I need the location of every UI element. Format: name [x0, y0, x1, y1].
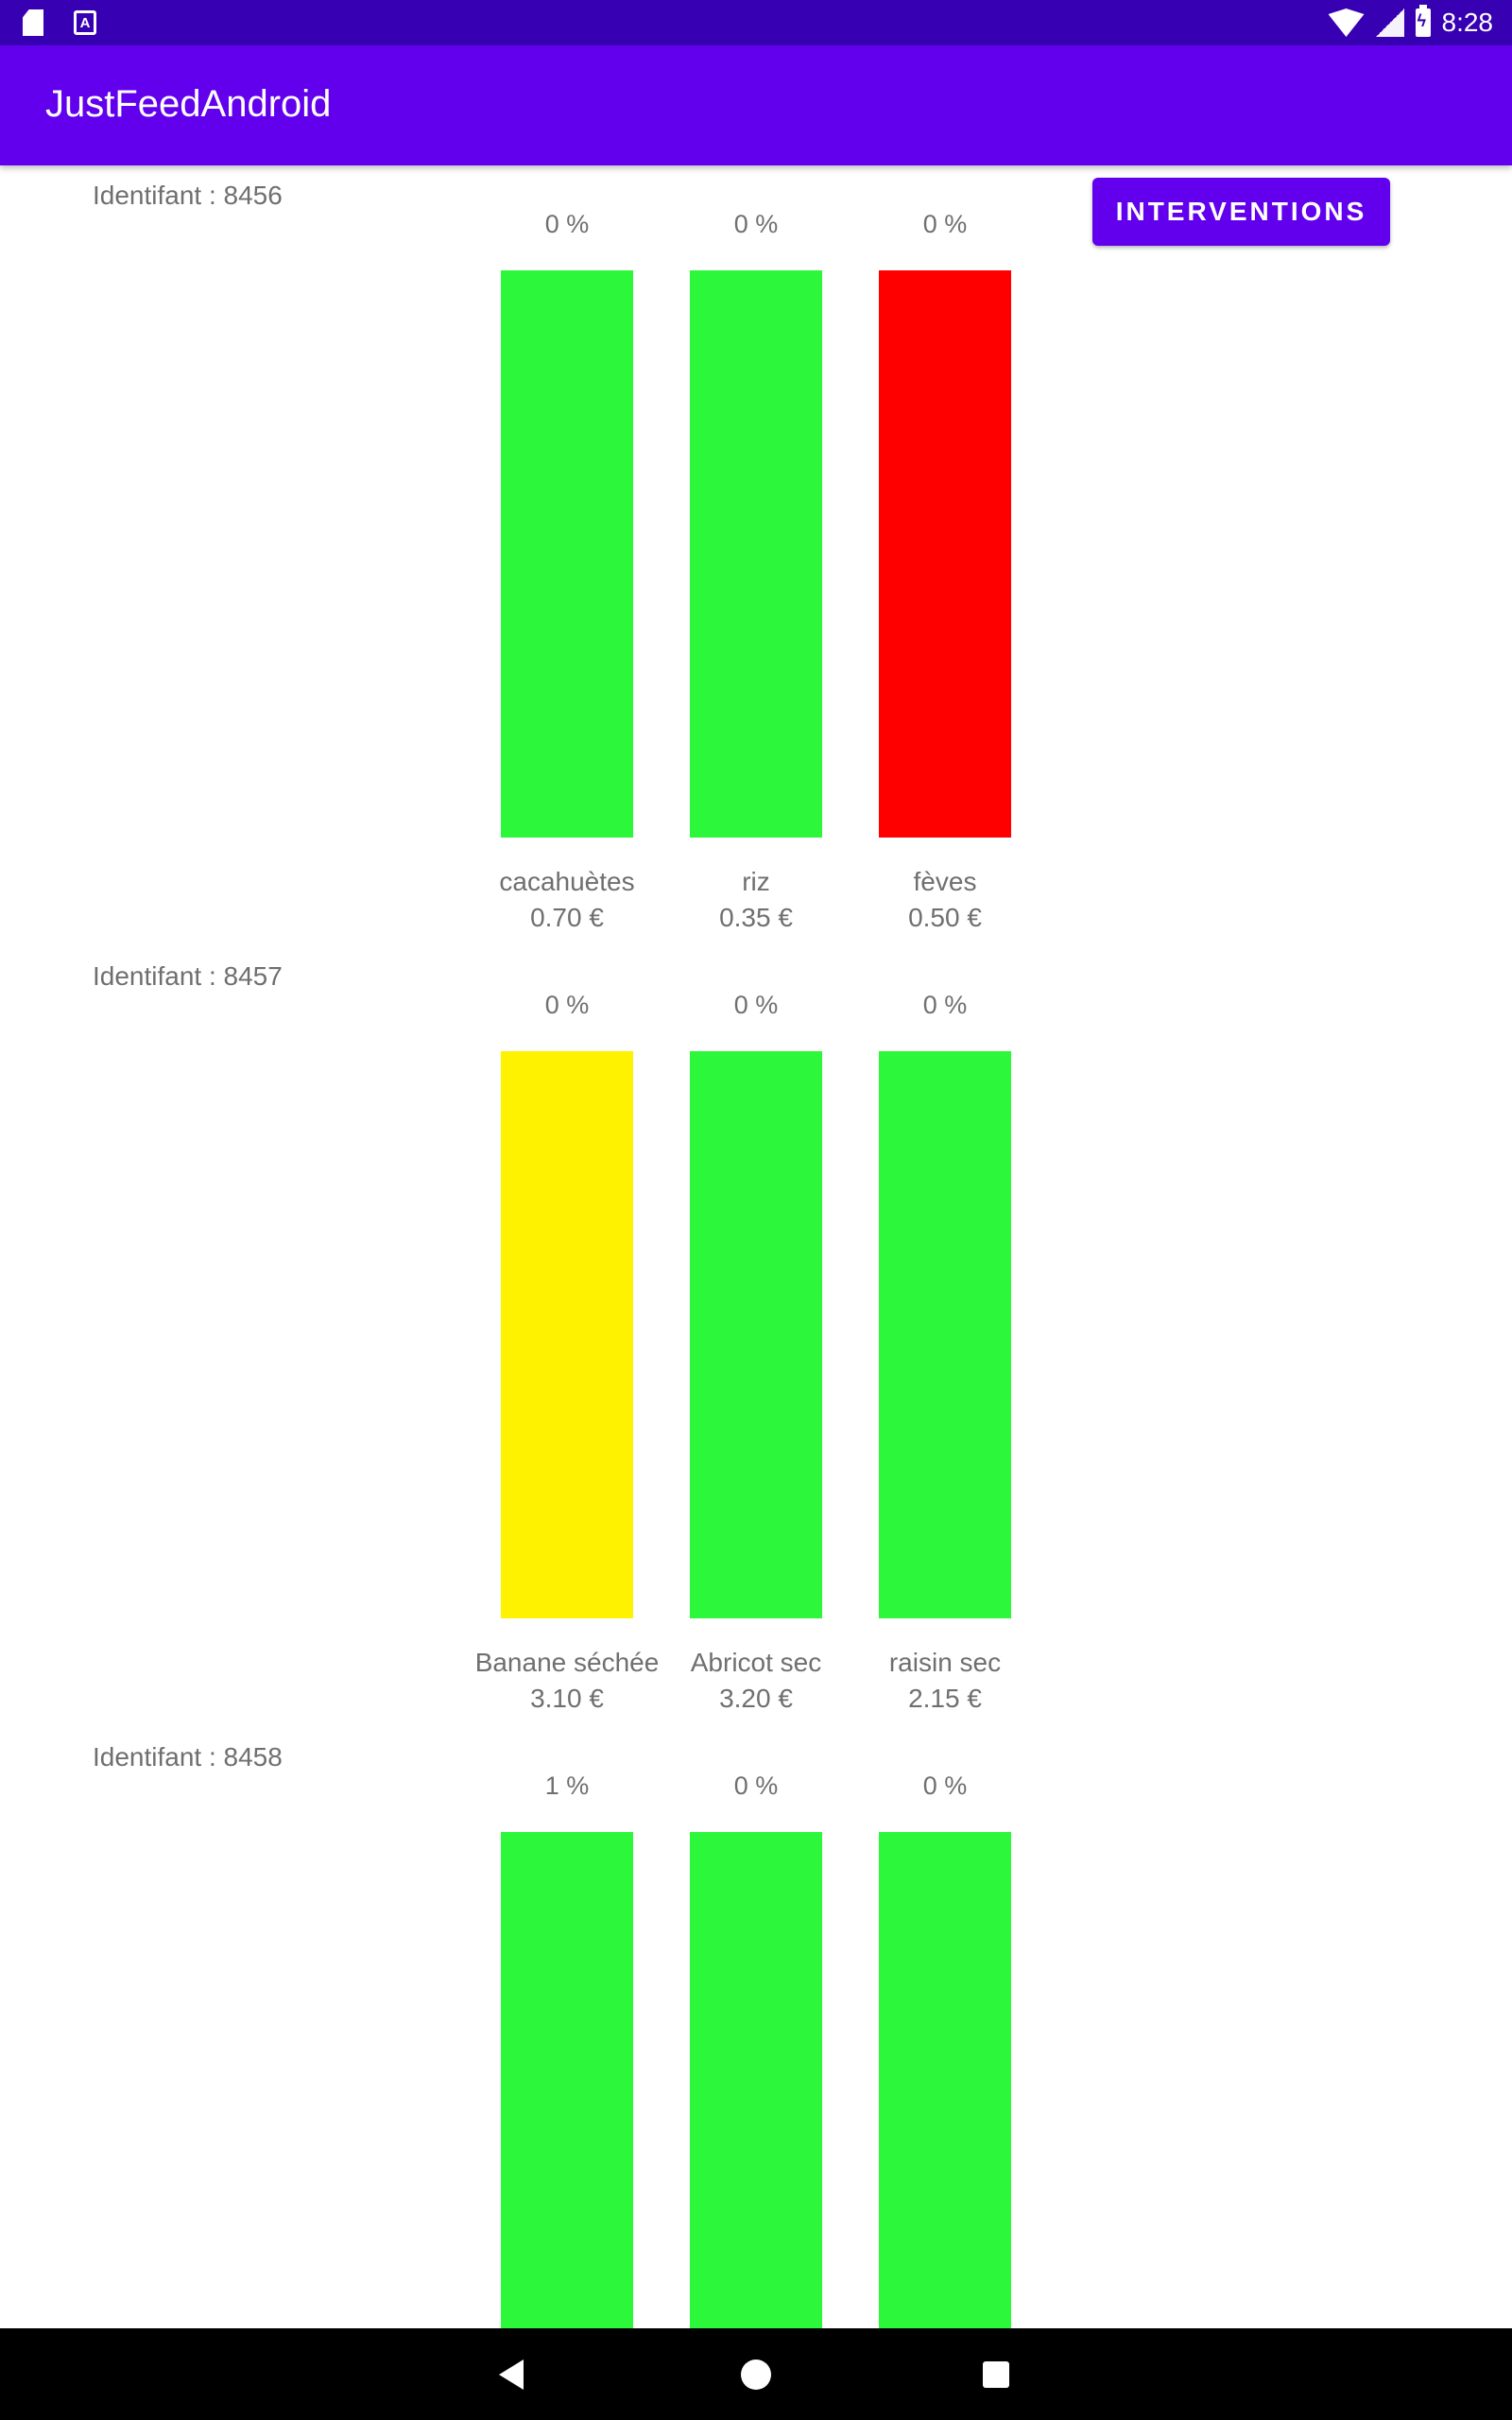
wifi-icon: [1328, 9, 1365, 37]
item-price: 2.15 €: [908, 1684, 982, 1713]
item-name: raisin sec: [888, 1648, 1002, 1677]
app-bar: JustFeedAndroid: [0, 45, 1512, 165]
item-price: 0.35 €: [719, 903, 793, 932]
battery-charging-icon: [1415, 5, 1431, 37]
status-bar: A 8:28: [0, 0, 1512, 45]
recents-square-icon[interactable]: [983, 2361, 1009, 2388]
item-level-bar: [501, 1832, 633, 2328]
home-circle-icon[interactable]: [741, 2360, 771, 2390]
item-percent: 0 %: [733, 1772, 779, 1800]
cell-signal-icon: [1375, 9, 1404, 37]
product-identifiant: Identifant : 8457: [93, 961, 283, 991]
item-level-bar: [501, 1051, 633, 1618]
item-name: Abricot sec: [690, 1648, 822, 1677]
item-percent: 0 %: [922, 210, 968, 238]
product-identifiant: Identifant : 8458: [93, 1742, 283, 1772]
app-title: JustFeedAndroid: [45, 83, 332, 125]
clock: 8:28: [1441, 8, 1494, 37]
item-name: fèves: [913, 867, 977, 896]
item-price: 3.10 €: [530, 1684, 604, 1713]
interventions-button[interactable]: INTERVENTIONS: [1092, 178, 1390, 246]
back-triangle-icon[interactable]: [499, 2360, 524, 2390]
item-level-bar: [879, 1832, 1011, 2328]
item-percent: 0 %: [922, 991, 968, 1019]
item-percent: 0 %: [544, 991, 590, 1019]
item-level-bar: [501, 270, 633, 838]
item-level-bar: [879, 270, 1011, 838]
product-card: Identifant : 8458 1 % 0 % 0 %: [0, 1727, 1512, 2328]
product-list[interactable]: Identifant : 8456 0 % cacahuètes 0.70 € …: [0, 165, 1512, 2328]
item-price: 3.20 €: [719, 1684, 793, 1713]
item-level-bar: [690, 270, 822, 838]
product-card: Identifant : 8457 0 % Banane séchée 3.10…: [0, 946, 1512, 1727]
status-notifications: A: [23, 9, 96, 36]
item-price: 0.70 €: [530, 903, 604, 932]
item-percent: 0 %: [733, 210, 779, 238]
status-system-icons: 8:28: [1328, 5, 1494, 40]
item-percent: 1 %: [544, 1772, 590, 1800]
item-percent: 0 %: [733, 991, 779, 1019]
item-level-bar: [690, 1832, 822, 2328]
item-percent: 0 %: [922, 1772, 968, 1800]
item-name: cacahuètes: [499, 867, 635, 896]
sd-card-icon: [23, 9, 43, 36]
item-level-bar: [879, 1051, 1011, 1618]
navigation-bar: [0, 2328, 1512, 2420]
item-price: 0.50 €: [908, 903, 982, 932]
item-percent: 0 %: [544, 210, 590, 238]
item-name: Banane séchée: [474, 1648, 660, 1677]
product-identifiant: Identifant : 8456: [93, 181, 283, 210]
a-notification-icon: A: [74, 10, 96, 35]
item-level-bar: [690, 1051, 822, 1618]
item-name: riz: [742, 867, 770, 896]
product-card: Identifant : 8456 0 % cacahuètes 0.70 € …: [0, 165, 1512, 946]
